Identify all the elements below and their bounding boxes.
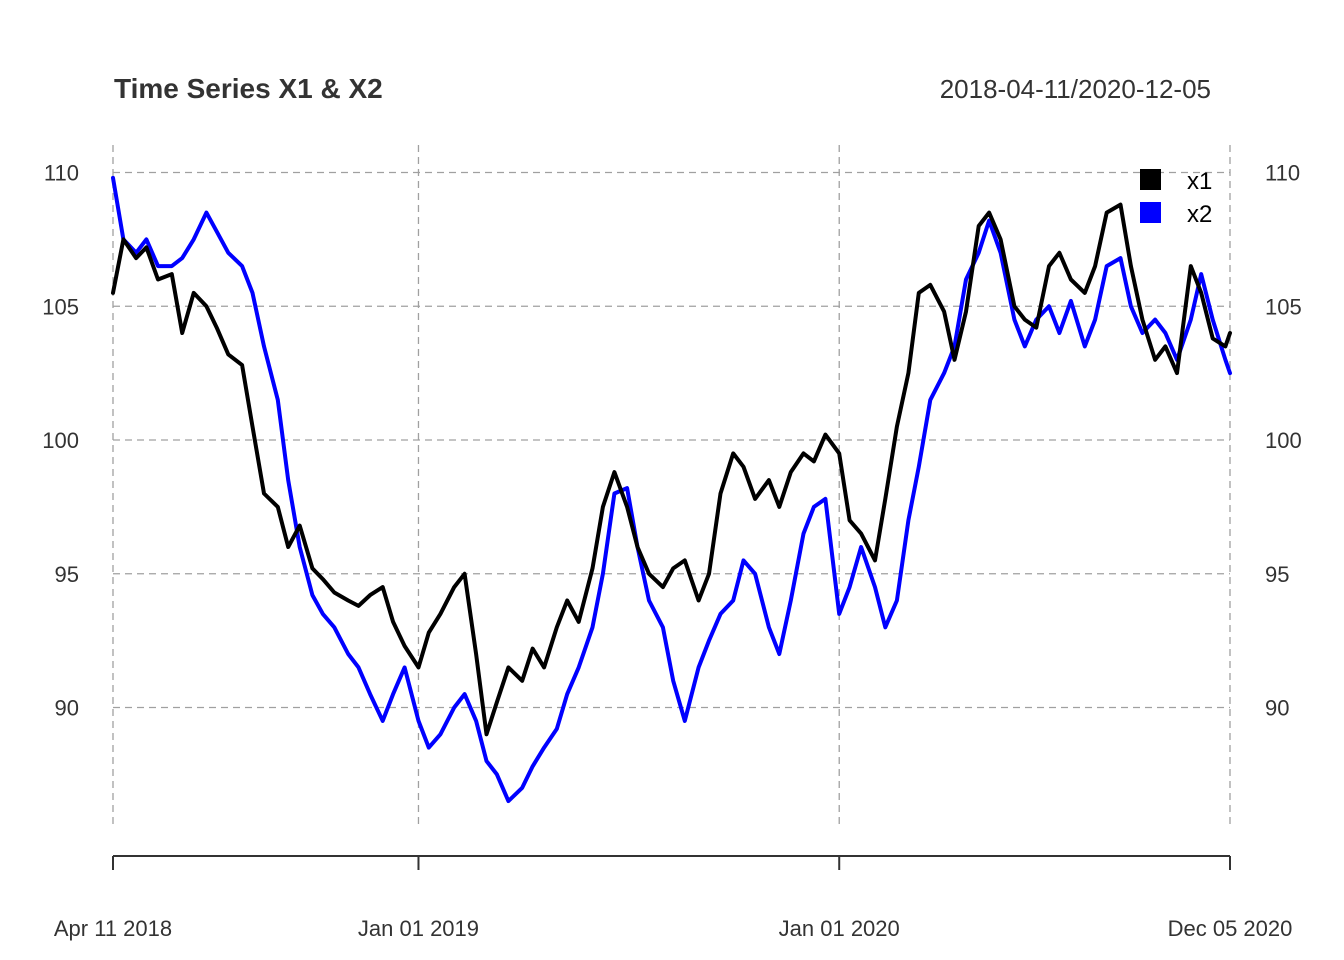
x-axis: Apr 11 2018 Jan 01 2019 Jan 01 2020 Dec 05 …: [54, 855, 1293, 941]
series-line-x2: [111, 175, 1232, 804]
y-tick-label-right: 105: [1265, 294, 1302, 319]
x-tick-label: Jan 01 2020: [779, 916, 900, 941]
y-tick-label-left: 110: [44, 161, 79, 186]
legend-label-x1: x1: [1187, 168, 1212, 195]
y-tick-label-left: 90: [55, 696, 79, 721]
legend-swatch-x2: [1140, 202, 1161, 223]
y-tick-label-right: 95: [1265, 562, 1289, 587]
y-axis-right: 90 95 100 105 110: [1265, 161, 1302, 721]
x-tick-label: Jan 01 2019: [358, 916, 479, 941]
y-tick-label-right: 100: [1265, 428, 1302, 453]
chart-title: Time Series X1 & X2: [114, 73, 383, 104]
series-layer: [111, 175, 1232, 804]
legend-swatch-x1: [1140, 169, 1161, 190]
y-tick-label-left: 95: [55, 562, 79, 587]
y-tick-label-right: 110: [1265, 161, 1300, 186]
date-range-label: 2018-04-11/2020-12-05: [940, 74, 1211, 104]
y-axis-left: 90 95 100 105 110: [42, 161, 79, 721]
legend-label-x2: x2: [1187, 201, 1212, 228]
y-tick-label-right: 90: [1265, 696, 1289, 721]
x-tick-label: Apr 11 2018: [54, 916, 172, 941]
y-tick-label-left: 105: [42, 294, 79, 319]
grid-lines: [112, 145, 1231, 828]
series-line-x1: [111, 202, 1232, 737]
y-tick-label-left: 100: [42, 428, 79, 453]
x-tick-label: Dec 05 2020: [1168, 916, 1293, 941]
